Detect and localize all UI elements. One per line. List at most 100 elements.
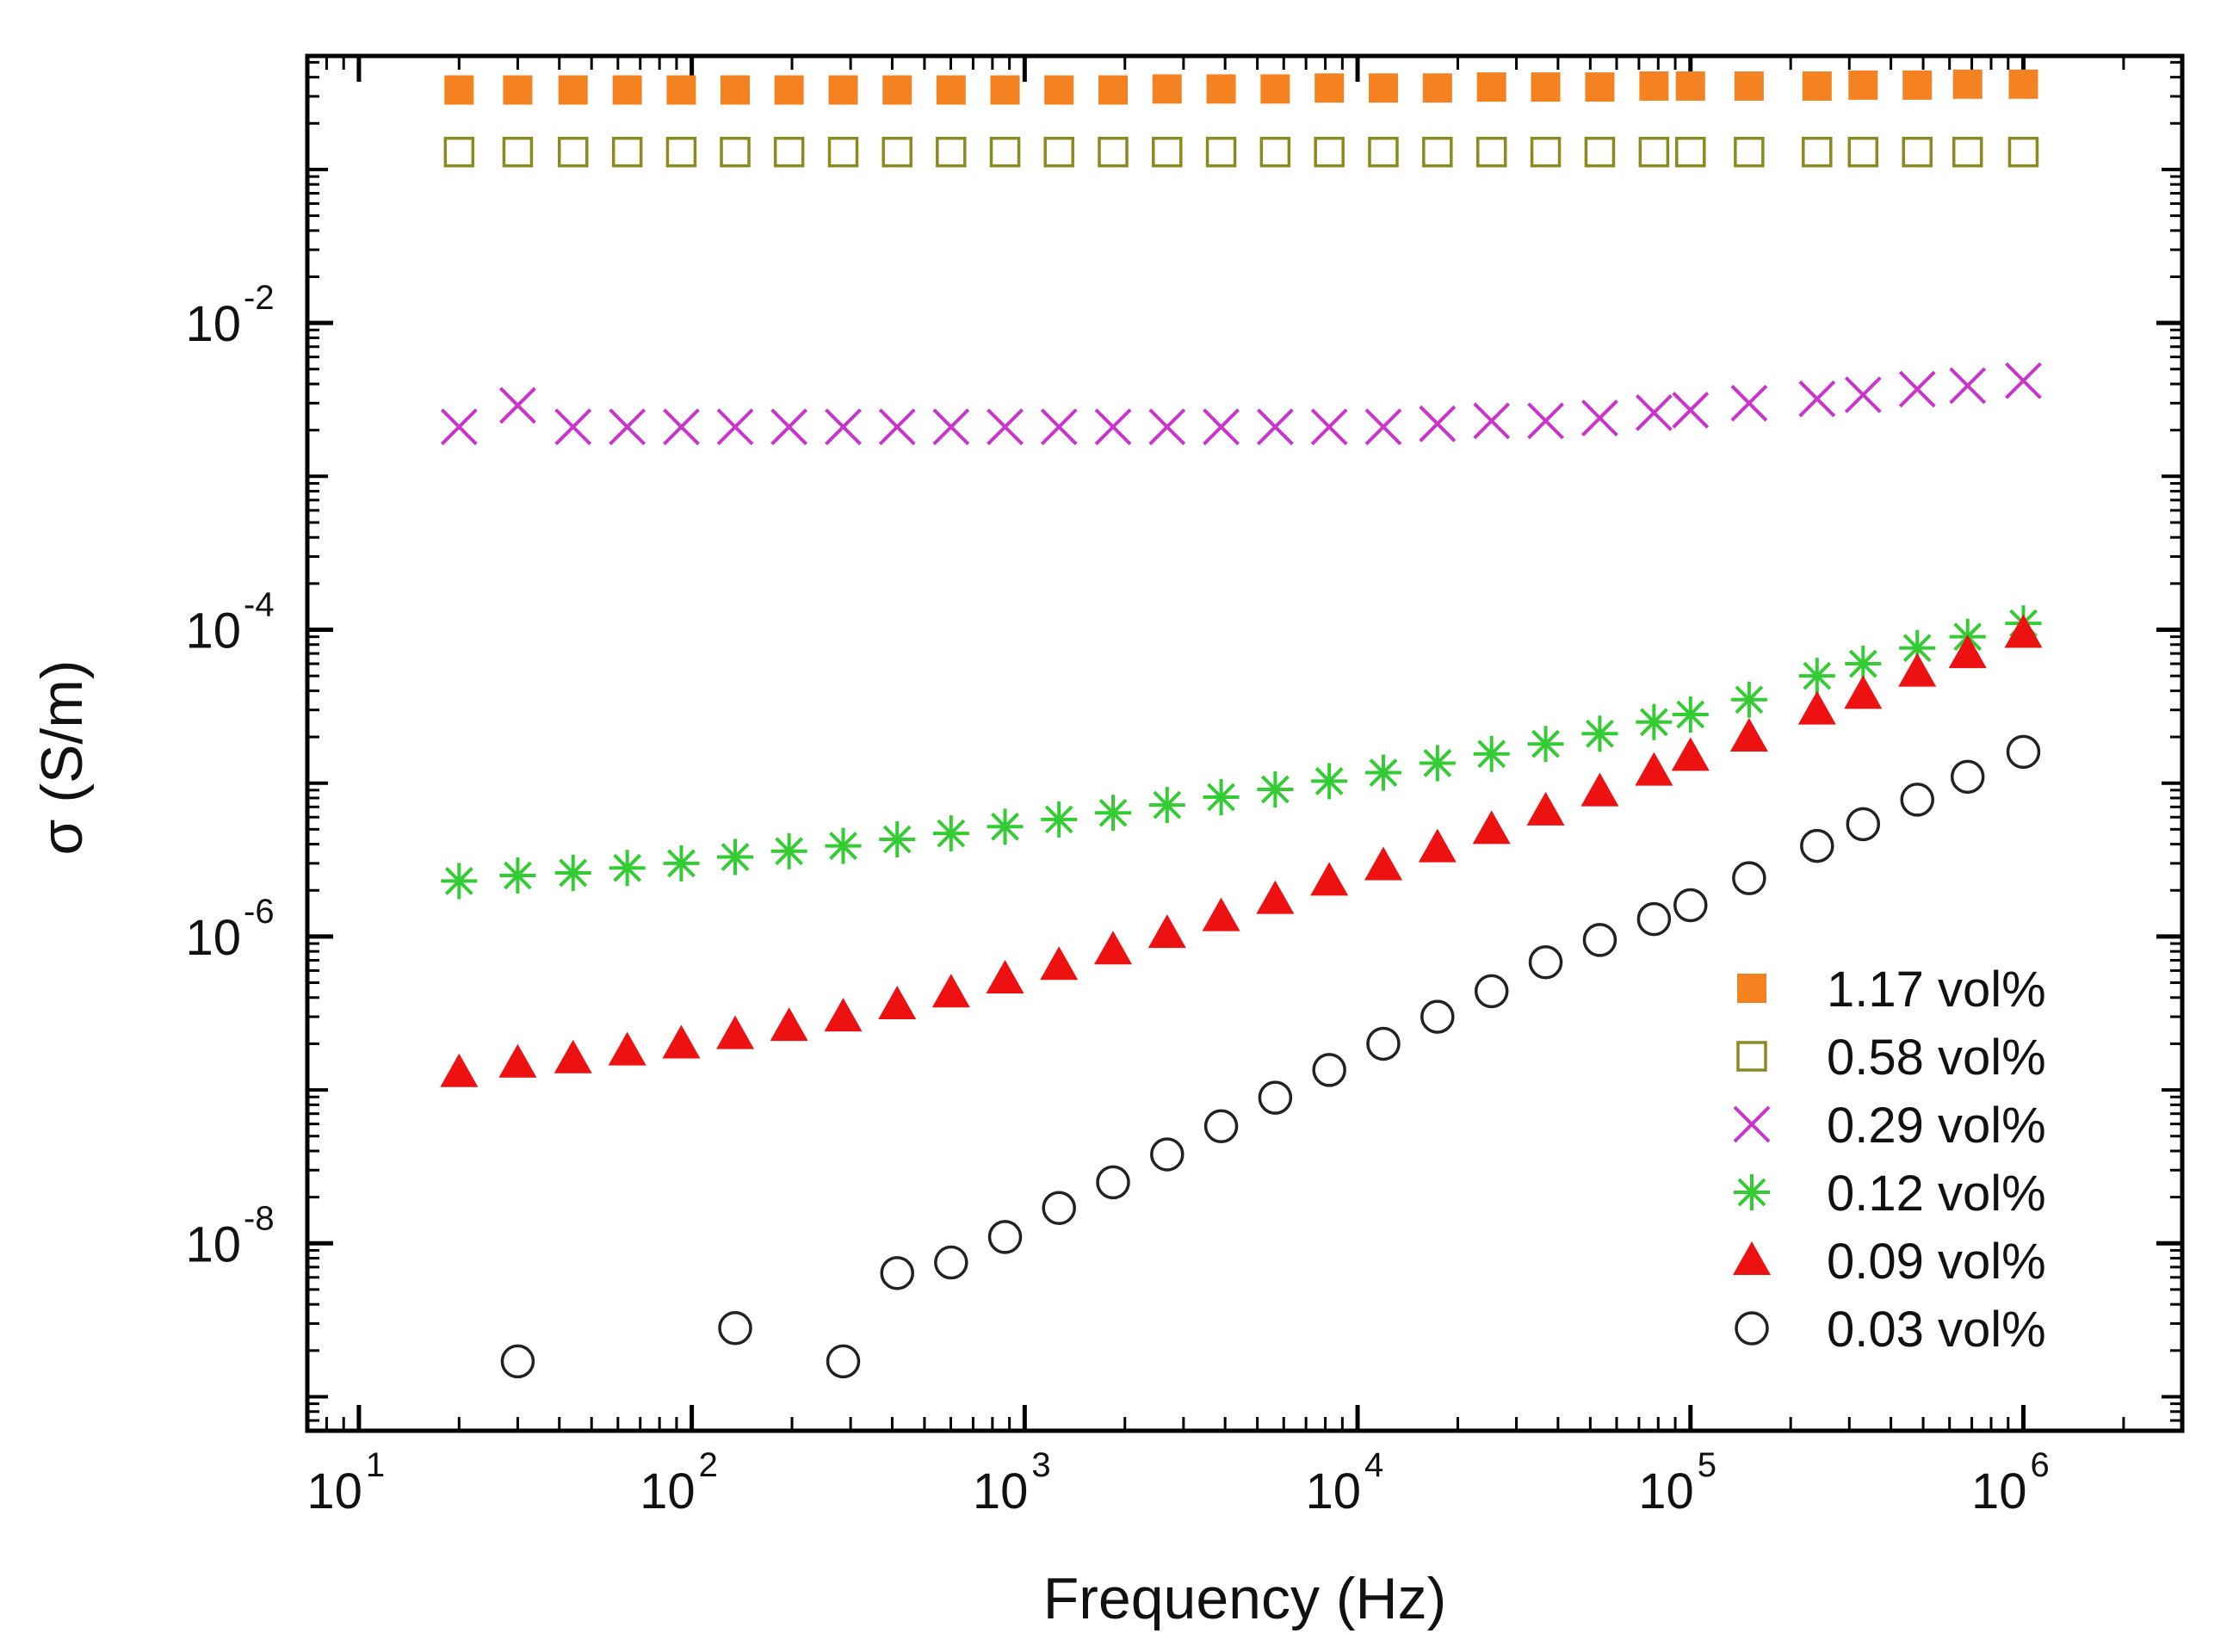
data-point [1639, 71, 1669, 101]
x-tick-label-base: 10 [973, 1463, 1029, 1519]
x-tick-label-exponent: 4 [1364, 1446, 1383, 1484]
data-point [1040, 408, 1078, 446]
data-point [1732, 861, 1766, 895]
data-point [1846, 807, 1881, 842]
data-point [989, 136, 1021, 168]
data-point [1419, 405, 1457, 442]
data-point [1848, 70, 1878, 100]
data-point [1474, 974, 1509, 1009]
data-point [987, 408, 1024, 446]
data-point [932, 815, 969, 852]
data-point [1798, 380, 1836, 418]
data-point [1094, 931, 1133, 965]
data-point [1258, 1080, 1293, 1115]
data-point [2005, 362, 2042, 399]
data-point [1672, 696, 1709, 733]
data-point [987, 808, 1024, 845]
data-point [1040, 946, 1079, 981]
data-point [879, 821, 916, 858]
x-tick-label-base: 10 [1638, 1463, 1694, 1519]
data-point [1044, 75, 1074, 105]
data-point [1636, 703, 1673, 740]
data-point [1580, 772, 1619, 807]
data-point [1798, 658, 1835, 695]
data-point [440, 408, 478, 446]
data-point [500, 1344, 535, 1379]
series-0-09-vol- [440, 614, 2043, 1087]
data-point [1041, 801, 1078, 838]
data-point [1419, 745, 1456, 782]
legend-marker [1733, 1241, 1771, 1275]
data-point [1581, 715, 1618, 752]
x-tick-label-exponent: 3 [1031, 1446, 1050, 1484]
legend-item: 0.12 vol% [1734, 1166, 2046, 1222]
data-point [2006, 734, 2041, 770]
data-point [1148, 787, 1185, 824]
data-point [932, 408, 970, 446]
data-point [1528, 944, 1563, 980]
x-tick-label-base: 10 [640, 1463, 696, 1519]
data-point [720, 136, 751, 168]
data-point [1310, 862, 1349, 896]
x-tick-label-base: 10 [1971, 1463, 2027, 1519]
y-tick-label-exponent: -2 [244, 279, 275, 317]
data-point [936, 75, 966, 105]
data-point [1475, 136, 1507, 168]
y-axis-title: σ (S/m) [29, 659, 95, 855]
legend-item: 0.03 vol% [1735, 1302, 2046, 1358]
data-point [773, 136, 805, 168]
data-point [1638, 136, 1670, 168]
x-tick-label: 10 2 [640, 1446, 718, 1519]
data-point [1203, 779, 1240, 816]
data-point [608, 1031, 646, 1066]
legend-item: 0.09 vol% [1733, 1234, 2046, 1290]
x-tick-label: 10 3 [973, 1446, 1051, 1519]
legend-label: 0.12 vol% [1827, 1166, 2046, 1222]
legend-label: 0.29 vol% [1827, 1098, 2046, 1154]
data-point [721, 75, 751, 105]
data-point [1898, 653, 1937, 687]
data-point [878, 985, 917, 1019]
data-point [554, 854, 591, 891]
data-point [1898, 370, 1936, 408]
data-point [1902, 70, 1933, 100]
x-tick-label: 10 4 [1306, 1446, 1384, 1519]
data-point [558, 75, 588, 105]
data-point [444, 75, 474, 105]
data-point [1368, 136, 1399, 168]
data-point [1098, 136, 1129, 168]
data-point [1312, 1053, 1346, 1087]
data-point [718, 1311, 752, 1346]
data-point [1730, 681, 1767, 718]
data-point [1314, 136, 1345, 168]
data-point [1366, 1026, 1401, 1061]
data-point [612, 75, 642, 105]
data-point [1949, 367, 1987, 405]
data-point [1730, 384, 1768, 422]
y-tick-label: 10 -6 [185, 893, 274, 966]
data-point [880, 1256, 914, 1290]
data-point [1473, 735, 1510, 772]
data-point [1311, 763, 1348, 800]
data-point [825, 827, 862, 864]
data-point [1150, 1137, 1185, 1172]
y-tick-label: 10 -4 [185, 586, 274, 659]
data-point [934, 1245, 968, 1280]
data-point [1422, 73, 1452, 103]
data-point [1314, 73, 1345, 103]
data-point [1802, 71, 1832, 101]
series-0-29-vol- [440, 362, 2042, 446]
data-point [717, 838, 754, 875]
data-point [1095, 795, 1132, 832]
data-point [1582, 923, 1618, 957]
data-point [1800, 828, 1834, 863]
series-0-12-vol- [441, 605, 2042, 900]
legend-marker [1733, 1105, 1771, 1143]
data-point [986, 960, 1024, 994]
data-point [1672, 392, 1710, 429]
data-point [1734, 136, 1765, 168]
x-tick-label-exponent: 6 [2030, 1446, 2049, 1484]
data-point [1635, 752, 1673, 786]
legend-item: 0.29 vol% [1733, 1098, 2046, 1154]
